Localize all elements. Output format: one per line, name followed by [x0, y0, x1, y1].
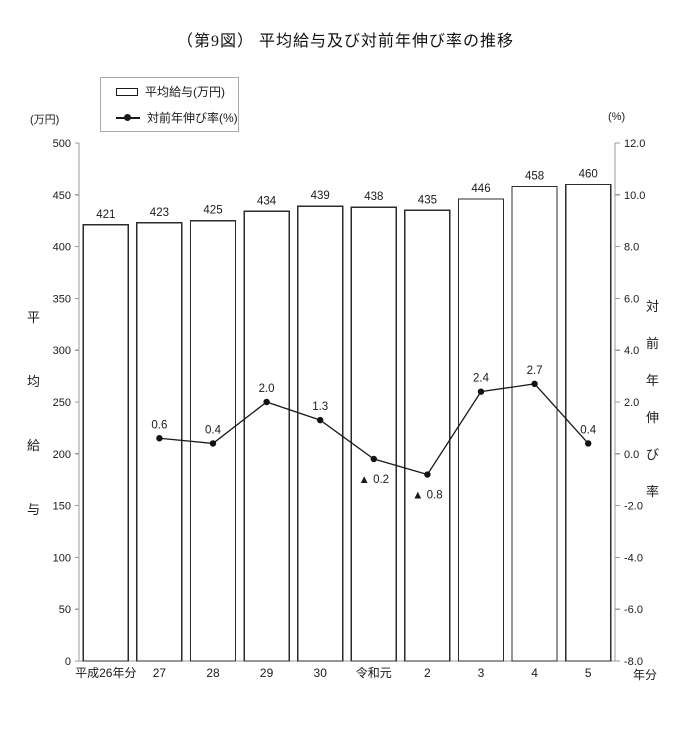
x-tick-label: 2 [424, 666, 431, 680]
axis-title-char: 年 [646, 373, 660, 388]
line-swatch-dot-icon [124, 114, 131, 121]
left-tick-label: 200 [53, 449, 71, 461]
bar-value-label: 435 [418, 194, 437, 206]
line-point [477, 388, 485, 395]
right-tick-label: -8.0 [624, 656, 643, 668]
bar [404, 209, 451, 662]
bar [82, 224, 129, 662]
line-value-label: 2.0 [259, 383, 275, 395]
right-tick-label: -4.0 [624, 552, 643, 564]
axis-title-char: 率 [646, 484, 660, 499]
bar-value-label: 438 [364, 191, 383, 203]
right-tick-label: 6.0 [624, 293, 639, 305]
legend-item-line: 対前年伸び率(%) [116, 109, 238, 126]
axis-title-char: 給 [27, 438, 41, 453]
bar-value-label: 421 [96, 209, 115, 221]
bar-value-label: 458 [525, 171, 544, 183]
left-tick-label: 250 [53, 397, 71, 409]
line-value-label: ▲ 0.2 [359, 474, 390, 486]
line-point [585, 440, 592, 447]
bar [350, 206, 397, 662]
bar-swatch-icon [116, 87, 138, 96]
x-tick-label: 3 [478, 666, 485, 680]
left-tick-label: 350 [53, 293, 71, 305]
axis-title-char: 与 [27, 502, 41, 517]
left-axis-unit: (万円) [30, 114, 60, 126]
bar [511, 185, 558, 662]
axis-title-char: 前 [646, 336, 660, 351]
legend-line-label: 対前年伸び率(%) [147, 111, 238, 125]
left-tick-label: 50 [59, 604, 71, 616]
right-tick-label: 4.0 [624, 345, 639, 357]
bar-value-label: 425 [203, 205, 222, 217]
axis-title-char: 均 [27, 374, 41, 389]
x-tick-label: 令和元 [356, 665, 392, 680]
x-tick-label: 29 [260, 666, 274, 680]
right-tick-label: -6.0 [624, 604, 643, 616]
line-point [263, 398, 270, 406]
bar-value-label: 423 [150, 207, 169, 219]
left-tick-label: 450 [53, 190, 71, 202]
legend-bar-label: 平均給与(万円) [145, 85, 225, 99]
line-value-label: ▲ 0.8 [412, 490, 443, 502]
bar-value-label: 446 [471, 183, 490, 195]
right-tick-label: 10.0 [624, 190, 645, 202]
line-value-label: 0.4 [205, 424, 222, 436]
left-tick-label: 0 [65, 656, 71, 668]
bar [297, 205, 344, 662]
bar [136, 222, 183, 662]
line-value-label: 0.4 [580, 424, 597, 436]
x-tick-label: 28 [206, 666, 220, 680]
right-axis-unit: (%) [608, 111, 626, 123]
bar-value-label: 439 [311, 190, 330, 202]
axis-title-char: 平 [27, 310, 41, 325]
line-point [317, 416, 324, 424]
chart-title: （第9図） 平均給与及び対前年伸び率の推移 [176, 33, 514, 50]
line-point [370, 455, 377, 463]
bar [565, 183, 612, 662]
legend: 平均給与(万円) 対前年伸び率(%) [100, 77, 239, 132]
left-tick-label: 150 [53, 501, 71, 513]
line-point [156, 435, 163, 442]
line-value-label: 2.7 [527, 365, 543, 377]
right-tick-label: 8.0 [624, 242, 639, 254]
right-tick-label: 2.0 [624, 397, 639, 409]
x-tick-label: 5 [585, 666, 592, 680]
bar-value-label: 460 [579, 168, 598, 180]
bar [243, 210, 290, 662]
right-tick-label: 12.0 [624, 138, 645, 150]
line-point [424, 471, 431, 478]
left-axis-title: 平均給与 [27, 311, 40, 516]
left-tick-label: 100 [53, 552, 71, 564]
x-tick-label: 30 [314, 666, 328, 680]
axis-title-char: び [646, 447, 660, 462]
axis-title-char: 対 [646, 299, 660, 314]
x-tick-label: 27 [153, 666, 167, 680]
left-tick-label: 500 [53, 138, 71, 150]
bar-value-label: 434 [257, 195, 277, 207]
axis-title-char: 伸 [646, 410, 660, 425]
left-tick-label: 400 [53, 242, 71, 254]
line-value-label: 2.4 [473, 373, 490, 385]
line-value-label: 1.3 [312, 401, 328, 413]
legend-item-bar: 平均給与(万円) [116, 83, 238, 100]
line-value-label: 0.6 [151, 419, 167, 431]
x-tick-label: 平成26年分 [75, 666, 136, 680]
x-axis-suffix: 年分 [633, 668, 658, 682]
right-tick-label: 0.0 [624, 449, 639, 461]
line-swatch-icon [116, 114, 140, 121]
x-tick-label: 4 [531, 666, 538, 680]
left-tick-label: 300 [53, 345, 71, 357]
right-axis-title: 対前年伸び率 [646, 300, 659, 498]
right-tick-label: -2.0 [624, 501, 643, 513]
bar [457, 198, 505, 662]
line-point [531, 380, 538, 388]
line-point [209, 440, 217, 447]
